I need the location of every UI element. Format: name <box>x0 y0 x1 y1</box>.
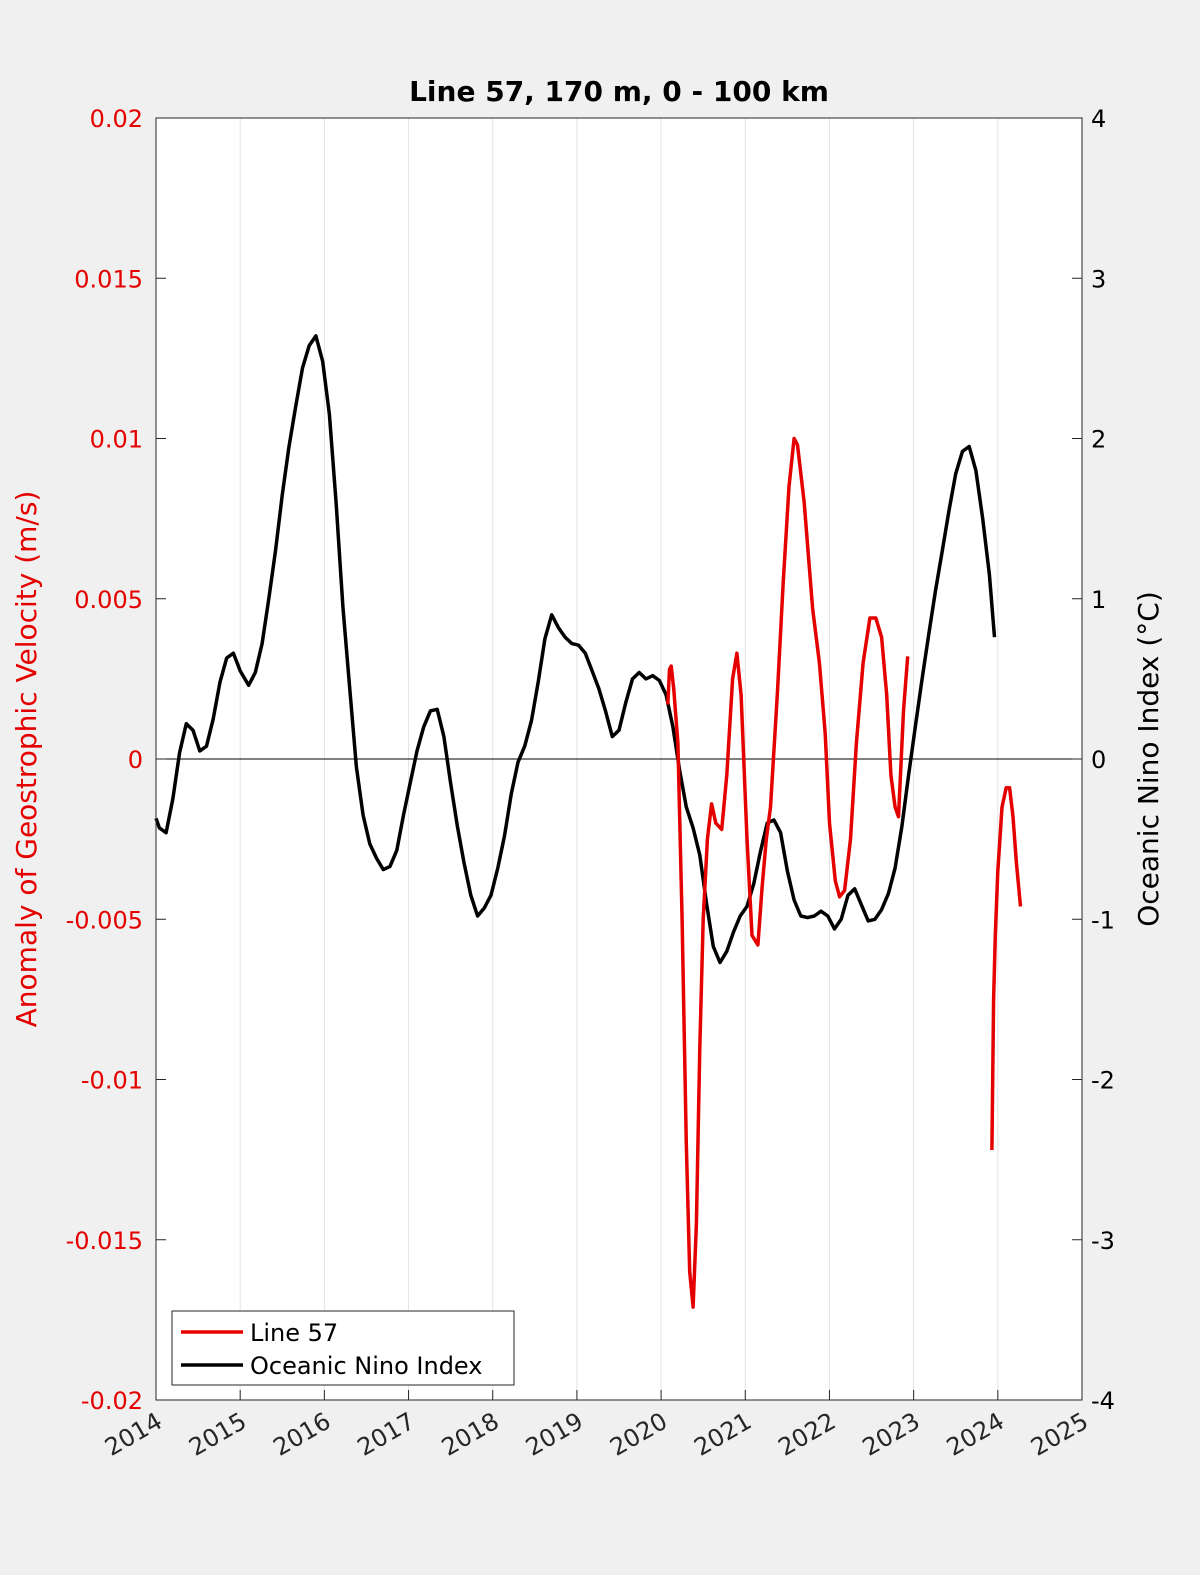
legend-box <box>171 1310 515 1386</box>
legend: Line 57 Oceanic Nino Index <box>171 1310 515 1386</box>
left-tick-label--0.005: -0.005 <box>66 906 143 934</box>
right-tick-label-1: 1 <box>1091 586 1106 614</box>
series-layer <box>154 334 1023 1309</box>
right-tick-label--4: -4 <box>1091 1387 1115 1415</box>
left-tick-label--0.015: -0.015 <box>66 1227 143 1255</box>
left-tick-label--0.01: -0.01 <box>81 1067 143 1095</box>
left-tick-label-0.005: 0.005 <box>74 586 143 614</box>
left-tick-label-0.01: 0.01 <box>90 426 143 454</box>
right-tick-label--3: -3 <box>1091 1227 1115 1255</box>
series-line-oceanic-nino-index <box>154 334 997 965</box>
legend-label-line-57: Line 57 <box>250 1319 338 1347</box>
right-tick-label--2: -2 <box>1091 1067 1115 1095</box>
left-tick-label-0: 0 <box>128 746 143 774</box>
series-line-line-57-segment-1 <box>666 436 910 1309</box>
right-tick-label-4: 4 <box>1091 105 1106 133</box>
left-y-axis-label: Anomaly of Geostrophic Velocity (m/s) <box>10 491 43 1028</box>
left-tick-label--0.02: -0.02 <box>81 1387 143 1415</box>
right-y-axis-label: Oceanic Nino Index (°C) <box>1132 591 1165 927</box>
left-tick-label-0.02: 0.02 <box>90 105 143 133</box>
right-tick-label--1: -1 <box>1091 906 1115 934</box>
right-tick-label-2: 2 <box>1091 426 1106 454</box>
series-line-line-57-segment-2 <box>990 786 1023 1151</box>
right-tick-label-0: 0 <box>1091 746 1106 774</box>
legend-label-oceanic-nino-index: Oceanic Nino Index <box>250 1352 482 1380</box>
chart-title: Line 57, 170 m, 0 - 100 km <box>409 75 829 108</box>
left-tick-label-0.015: 0.015 <box>74 265 143 293</box>
right-y-axis: -4 -3 -2 -1 0 1 2 3 4 <box>1072 105 1115 1415</box>
right-tick-label-3: 3 <box>1091 265 1106 293</box>
left-y-axis: -0.02 -0.015 -0.01 -0.005 0 0.005 0.01 0.015 0.0… <box>66 105 166 1415</box>
